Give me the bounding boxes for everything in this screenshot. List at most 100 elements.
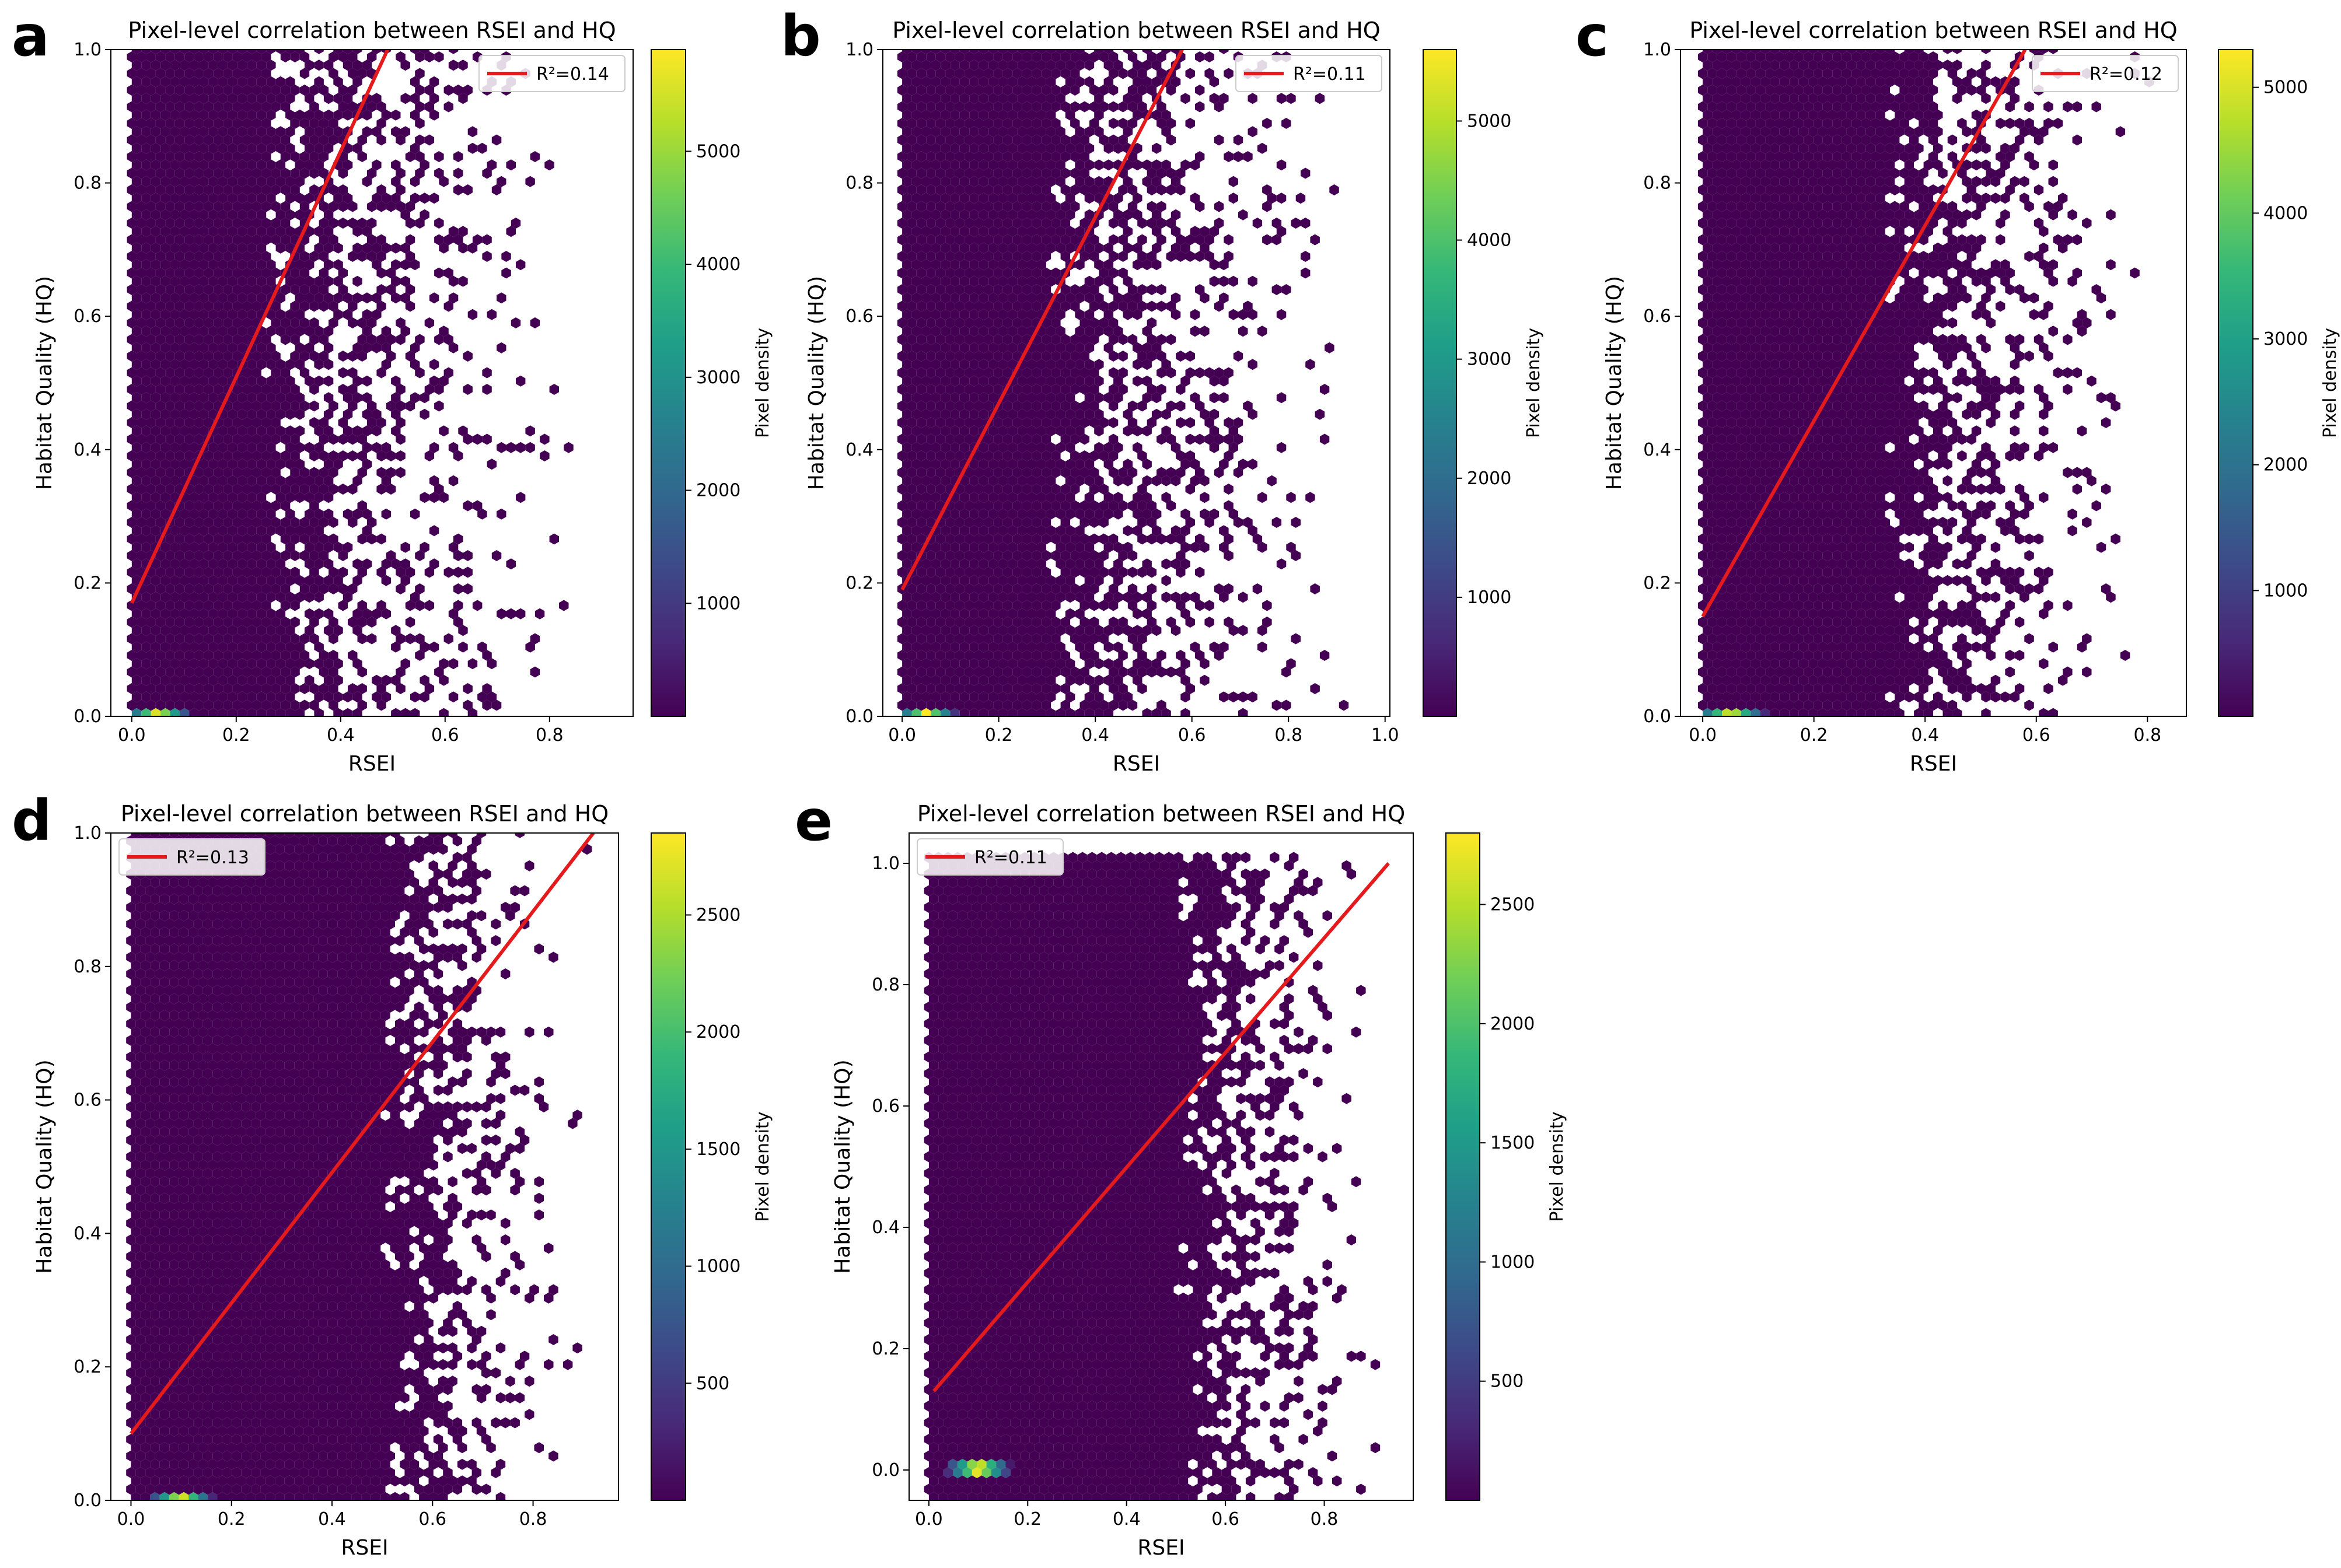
hex-cell: [170, 342, 180, 354]
hex-cell: [305, 126, 315, 138]
hex-cell: [1002, 550, 1013, 561]
hex-cell: [155, 467, 166, 478]
hex-cell: [189, 126, 199, 138]
hex-cell: [285, 525, 295, 537]
hex-cell: [1865, 691, 1876, 703]
hex-cell: [261, 533, 271, 545]
hex-cell: [141, 708, 151, 716]
hex-cell: [213, 218, 223, 229]
hex-cell: [1008, 641, 1018, 653]
hex-cell: [357, 68, 367, 79]
hex-cell: [1962, 691, 1972, 703]
hex-cell: [275, 475, 286, 487]
hex-cell: [314, 525, 324, 537]
hex-cell: [955, 234, 965, 246]
hex-cell: [1880, 666, 1890, 678]
hex-cell: [151, 192, 161, 204]
hex-cell: [897, 267, 907, 279]
hex-cell: [213, 334, 223, 345]
hex-cell: [309, 151, 319, 162]
hex-cell: [998, 309, 1008, 320]
hex-cell: [1070, 367, 1080, 379]
hex-cell: [1108, 284, 1119, 295]
hex-cell: [295, 641, 305, 653]
hex-cell: [218, 525, 228, 537]
hex-cell: [237, 558, 247, 570]
hex-cell: [897, 566, 907, 578]
hex-cell: [199, 508, 209, 520]
hex-cell: [295, 408, 305, 420]
hex-cell: [497, 176, 506, 187]
hex-cell: [352, 708, 362, 716]
hex-cell: [1151, 159, 1162, 171]
hex-cell: [208, 259, 218, 271]
hex-cell: [309, 417, 319, 428]
hex-cell: [352, 292, 362, 304]
hex-cell: [1137, 400, 1147, 412]
hex-cell: [357, 699, 367, 711]
hex-cell: [160, 708, 170, 716]
hex-cell: [228, 159, 237, 171]
hex-cell: [979, 375, 989, 387]
hex-cell: [1012, 351, 1022, 362]
hex-cell: [1127, 85, 1138, 96]
hex-cell: [189, 292, 199, 304]
hex-cell: [965, 484, 974, 495]
hex-cell: [1070, 234, 1080, 246]
hex-cell: [1094, 359, 1104, 370]
hex-cell: [242, 417, 252, 428]
hex-cell: [424, 134, 435, 146]
hex-cell: [1310, 716, 1320, 727]
hex-cell: [1813, 666, 1823, 678]
hex-cell: [1012, 85, 1022, 96]
hex-cell: [1846, 592, 1857, 603]
hex-cell: [396, 583, 406, 594]
hex-cell: [993, 583, 1003, 594]
hex-cell: [916, 300, 927, 312]
hex-cell: [424, 85, 435, 96]
hex-cell: [323, 60, 334, 71]
hex-cell: [366, 400, 377, 412]
hex-cell: [921, 608, 931, 620]
hex-cell: [916, 600, 927, 611]
hex-cell: [945, 583, 955, 594]
hex-cell: [1032, 51, 1042, 62]
hex-cell: [141, 525, 151, 537]
plot-frame: [882, 49, 1390, 717]
hex-cell: [945, 467, 955, 478]
hex-cell: [1089, 417, 1099, 428]
hex-cell: [1065, 475, 1075, 487]
hex-cell: [1133, 60, 1142, 71]
hex-cell: [1147, 85, 1157, 96]
hex-cell: [1219, 525, 1229, 537]
hex-cell: [1041, 367, 1051, 379]
hex-cell: [1837, 592, 1847, 603]
hex-cell: [309, 500, 319, 512]
hex-cell: [1156, 300, 1166, 312]
hex-cell: [184, 351, 194, 362]
hex-cell: [916, 433, 927, 445]
hex-cell: [926, 433, 936, 445]
hex-cell: [1094, 658, 1104, 670]
hex-cell: [1923, 674, 1933, 686]
hex-cell: [1089, 101, 1099, 113]
hex-cell: [271, 384, 281, 395]
hex-cell: [180, 525, 190, 537]
hex-cell: [1784, 716, 1794, 727]
hex-cell: [965, 716, 974, 727]
hex-cell: [1079, 699, 1089, 711]
hex-cell: [974, 334, 984, 345]
hex-cell: [1089, 334, 1099, 345]
hex-cell: [343, 93, 353, 104]
hex-cell: [223, 467, 233, 478]
hex-cell: [348, 251, 358, 262]
hex-cell: [1185, 484, 1195, 495]
hex-cell: [1079, 101, 1089, 113]
hex-cell: [950, 342, 960, 354]
hex-cell: [275, 575, 286, 586]
hex-cell: [1837, 575, 1847, 586]
hex-cell: [491, 550, 502, 561]
hex-cell: [256, 142, 267, 154]
hex-cell: [319, 550, 329, 561]
hex-cell: [1113, 575, 1123, 586]
